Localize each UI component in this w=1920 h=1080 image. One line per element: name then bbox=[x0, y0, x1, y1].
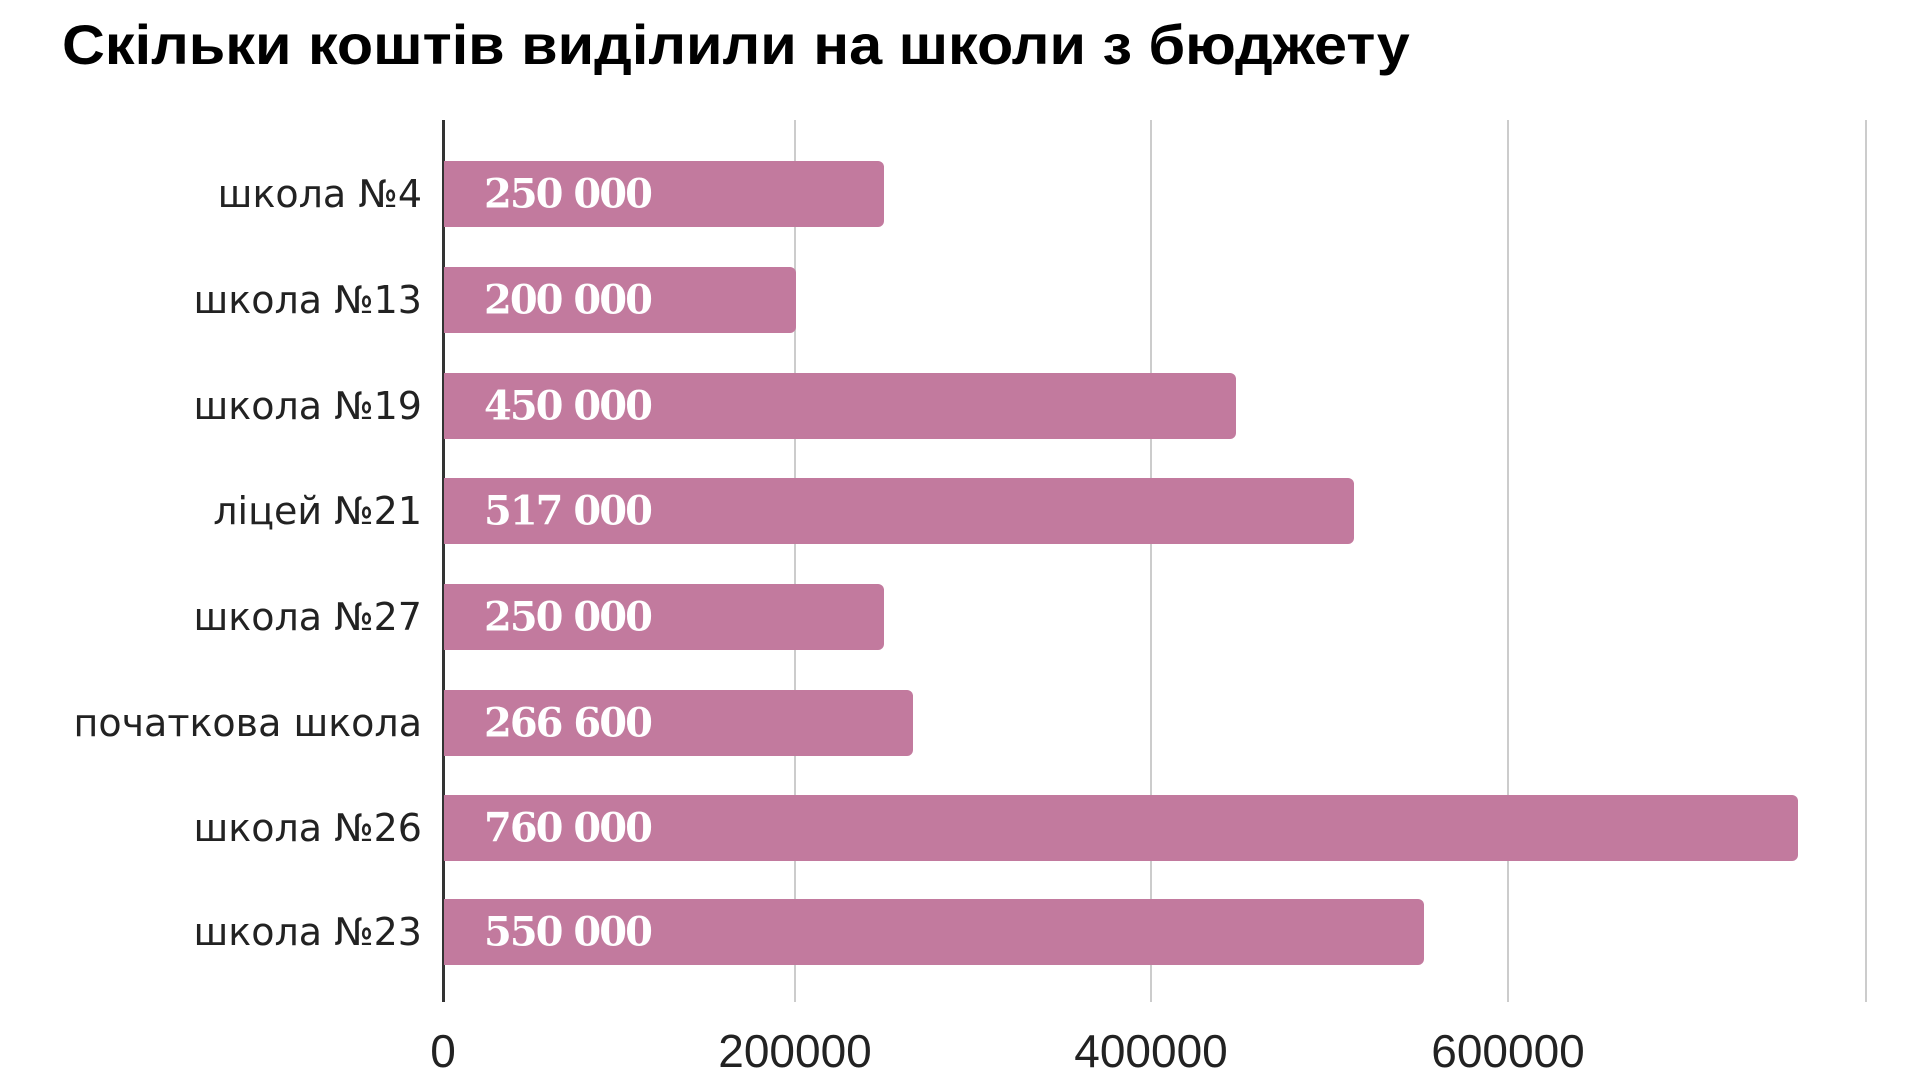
category-label: школа №19 bbox=[193, 384, 422, 428]
x-tick-label: 0 bbox=[430, 1025, 456, 1077]
x-tick-label: 200000 bbox=[718, 1025, 872, 1077]
bar[interactable]: 760 000 bbox=[444, 795, 1798, 861]
y-axis-line bbox=[442, 120, 445, 1002]
category-label: школа №26 bbox=[193, 806, 422, 850]
bar[interactable]: 200 000 bbox=[444, 267, 796, 333]
bar-value-label: 200 000 bbox=[484, 276, 653, 324]
category-label: школа №23 bbox=[193, 910, 422, 954]
category-label: школа №13 bbox=[193, 278, 422, 322]
x-tick-label: 400000 bbox=[1074, 1025, 1228, 1077]
bar-value-label: 266 600 bbox=[484, 699, 653, 747]
bar[interactable]: 266 600 bbox=[444, 690, 913, 756]
bar-value-label: 760 000 bbox=[484, 804, 653, 852]
gridline-400000 bbox=[1150, 120, 1152, 1002]
bar[interactable]: 450 000 bbox=[444, 373, 1236, 439]
category-label: школа №27 bbox=[193, 595, 422, 639]
bar-value-label: 450 000 bbox=[484, 382, 653, 430]
x-tick-label: 600000 bbox=[1431, 1025, 1585, 1077]
gridline-200000 bbox=[794, 120, 796, 1002]
bar-value-label: 517 000 bbox=[484, 487, 653, 535]
category-label: ліцей №21 bbox=[213, 489, 422, 533]
bar[interactable]: 550 000 bbox=[444, 899, 1424, 965]
category-label: початкова школа bbox=[73, 701, 422, 745]
gridline-800000 bbox=[1865, 120, 1867, 1002]
bar-value-label: 250 000 bbox=[484, 170, 653, 218]
category-label: школа №4 bbox=[217, 172, 422, 216]
gridline-600000 bbox=[1507, 120, 1509, 1002]
bar[interactable]: 250 000 bbox=[444, 161, 884, 227]
bar-value-label: 550 000 bbox=[484, 908, 653, 956]
bar[interactable]: 250 000 bbox=[444, 584, 884, 650]
bar[interactable]: 517 000 bbox=[444, 478, 1354, 544]
bar-value-label: 250 000 bbox=[484, 593, 653, 641]
chart-title: Скільки коштів виділили на школи з бюдже… bbox=[62, 13, 1410, 76]
